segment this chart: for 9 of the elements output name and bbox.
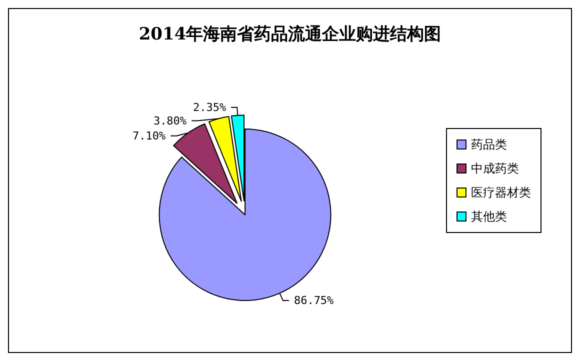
chart-title: 2014年海南省药品流通企业购进结构图 — [138, 24, 442, 44]
legend-label: 医疗器材类 — [471, 186, 531, 200]
legend-label: 药品类 — [471, 138, 507, 152]
data-label: 86.75% — [294, 294, 334, 308]
legend-label: 其他类 — [471, 210, 507, 224]
legend-label: 中成药类 — [471, 162, 519, 176]
data-label: 7.10% — [132, 129, 166, 142]
data-label: 3.80% — [153, 114, 187, 128]
data-label: 2.35% — [192, 100, 226, 114]
